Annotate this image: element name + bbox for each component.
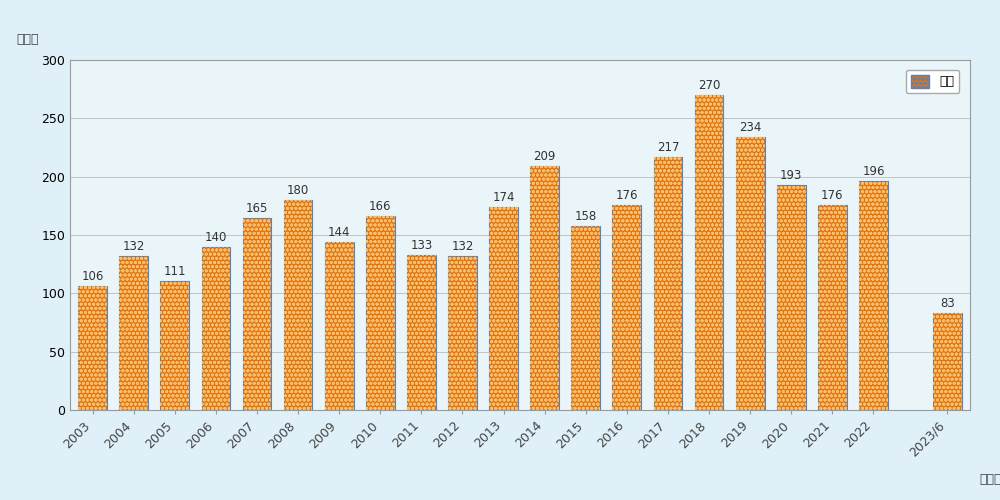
Text: 180: 180 <box>287 184 309 197</box>
Bar <box>160 280 189 410</box>
Text: 270: 270 <box>698 79 720 92</box>
Bar <box>448 256 477 410</box>
Bar <box>695 95 723 410</box>
Bar <box>119 256 148 410</box>
Bar <box>859 182 888 410</box>
Bar <box>530 166 559 410</box>
Text: 132: 132 <box>123 240 145 253</box>
Text: 165: 165 <box>246 202 268 214</box>
Bar <box>119 256 148 410</box>
Text: 111: 111 <box>164 264 186 278</box>
Bar <box>366 216 395 410</box>
Text: 196: 196 <box>862 166 885 178</box>
Bar <box>654 157 682 410</box>
Text: 132: 132 <box>451 240 474 253</box>
Bar <box>736 137 765 410</box>
Text: 83: 83 <box>940 297 955 310</box>
Bar <box>654 157 682 410</box>
Bar <box>571 226 600 410</box>
Bar <box>777 185 806 410</box>
Bar <box>202 246 230 410</box>
Bar <box>243 218 271 410</box>
Text: （件）: （件） <box>16 33 38 46</box>
Bar <box>78 286 107 410</box>
Text: 133: 133 <box>410 239 432 252</box>
Bar <box>777 185 806 410</box>
Text: 176: 176 <box>821 188 844 202</box>
Bar <box>407 255 436 410</box>
Text: 144: 144 <box>328 226 350 239</box>
Bar <box>571 226 600 410</box>
Bar <box>325 242 354 410</box>
Bar <box>933 313 962 410</box>
Text: 176: 176 <box>616 188 638 202</box>
Bar <box>695 95 723 410</box>
Bar <box>818 204 847 410</box>
Bar <box>448 256 477 410</box>
Text: 217: 217 <box>657 141 679 154</box>
Bar <box>859 182 888 410</box>
Text: 158: 158 <box>575 210 597 223</box>
Bar <box>933 313 962 410</box>
Bar <box>366 216 395 410</box>
Bar <box>202 246 230 410</box>
Bar <box>407 255 436 410</box>
Bar <box>284 200 312 410</box>
Bar <box>612 204 641 410</box>
Text: （年）: （年） <box>979 473 1000 486</box>
Bar <box>284 200 312 410</box>
Legend: 件数: 件数 <box>906 70 959 94</box>
Bar <box>325 242 354 410</box>
Bar <box>243 218 271 410</box>
Text: 106: 106 <box>81 270 104 283</box>
Bar <box>489 207 518 410</box>
Text: 166: 166 <box>369 200 392 213</box>
Bar <box>489 207 518 410</box>
Bar <box>530 166 559 410</box>
Text: 209: 209 <box>533 150 556 163</box>
Bar <box>736 137 765 410</box>
Bar <box>160 280 189 410</box>
Bar <box>818 204 847 410</box>
Text: 174: 174 <box>492 191 515 204</box>
Text: 234: 234 <box>739 121 761 134</box>
Text: 140: 140 <box>205 231 227 244</box>
Bar <box>612 204 641 410</box>
Bar <box>78 286 107 410</box>
Text: 193: 193 <box>780 169 802 182</box>
